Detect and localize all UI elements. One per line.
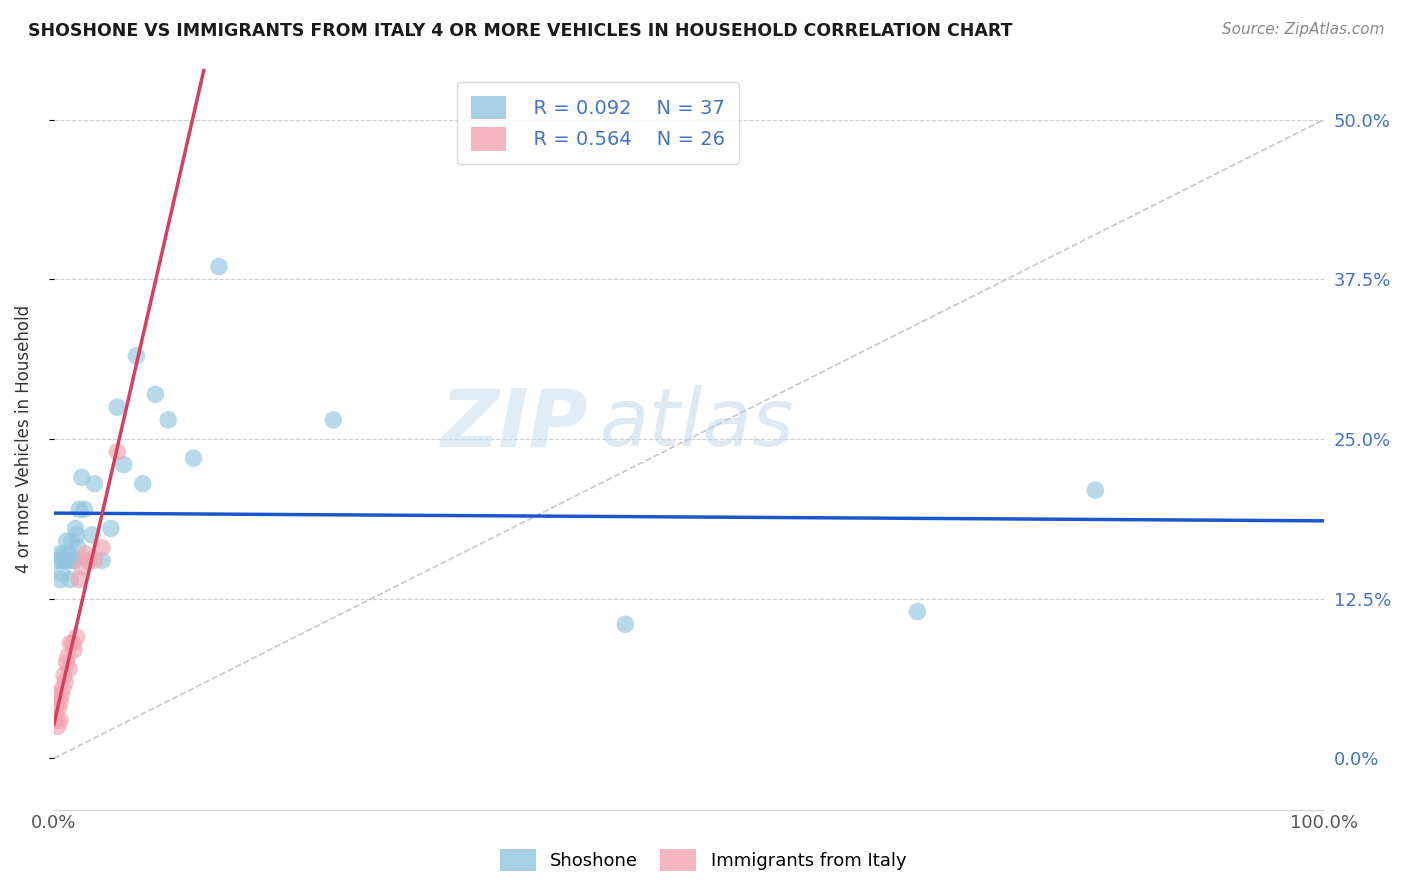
Point <box>63 553 86 567</box>
Point <box>83 476 105 491</box>
Point <box>45 713 67 727</box>
Point <box>45 700 67 714</box>
Point <box>1084 483 1107 497</box>
Text: Source: ZipAtlas.com: Source: ZipAtlas.com <box>1222 22 1385 37</box>
Point <box>614 617 637 632</box>
Point <box>70 559 93 574</box>
Point <box>46 719 69 733</box>
Point <box>66 528 89 542</box>
Text: ZIP: ZIP <box>440 385 588 463</box>
Text: atlas: atlas <box>600 385 794 463</box>
Point <box>55 534 77 549</box>
Point <box>58 547 80 561</box>
Point <box>55 656 77 670</box>
Point <box>67 502 90 516</box>
Point <box>46 553 69 567</box>
Point <box>60 534 83 549</box>
Point <box>56 553 79 567</box>
Point <box>80 528 103 542</box>
Point <box>65 521 87 535</box>
Point <box>53 674 76 689</box>
Point <box>59 636 82 650</box>
Point <box>49 573 72 587</box>
Point <box>91 541 114 555</box>
Point <box>70 470 93 484</box>
Point <box>53 547 76 561</box>
Point <box>49 694 72 708</box>
Point <box>322 413 344 427</box>
Point <box>62 636 84 650</box>
Point <box>53 553 76 567</box>
Point <box>59 573 82 587</box>
Legend:   R = 0.092    N = 37,   R = 0.564    N = 26: R = 0.092 N = 37, R = 0.564 N = 26 <box>457 82 740 164</box>
Point <box>44 706 66 721</box>
Point <box>183 451 205 466</box>
Point <box>49 713 72 727</box>
Point <box>125 349 148 363</box>
Point <box>73 502 96 516</box>
Point <box>132 476 155 491</box>
Point <box>66 630 89 644</box>
Point <box>56 649 79 664</box>
Point <box>53 668 76 682</box>
Text: SHOSHONE VS IMMIGRANTS FROM ITALY 4 OR MORE VEHICLES IN HOUSEHOLD CORRELATION CH: SHOSHONE VS IMMIGRANTS FROM ITALY 4 OR M… <box>28 22 1012 40</box>
Point <box>76 553 98 567</box>
Point <box>112 458 135 472</box>
Point <box>52 553 75 567</box>
Point <box>58 662 80 676</box>
Y-axis label: 4 or more Vehicles in Household: 4 or more Vehicles in Household <box>15 305 32 573</box>
Point <box>46 688 69 702</box>
Point <box>52 681 75 695</box>
Point <box>48 700 70 714</box>
Point <box>79 553 101 567</box>
Point <box>145 387 167 401</box>
Point <box>83 553 105 567</box>
Point <box>208 260 231 274</box>
Point <box>48 547 70 561</box>
Point <box>51 566 73 581</box>
Point <box>105 400 128 414</box>
Legend: Shoshone, Immigrants from Italy: Shoshone, Immigrants from Italy <box>492 842 914 879</box>
Point <box>62 553 84 567</box>
Point <box>105 445 128 459</box>
Point <box>91 553 114 567</box>
Point <box>100 521 122 535</box>
Point <box>67 573 90 587</box>
Point <box>75 547 97 561</box>
Point <box>63 643 86 657</box>
Point <box>157 413 180 427</box>
Point <box>66 541 89 555</box>
Point <box>907 605 929 619</box>
Point <box>51 688 73 702</box>
